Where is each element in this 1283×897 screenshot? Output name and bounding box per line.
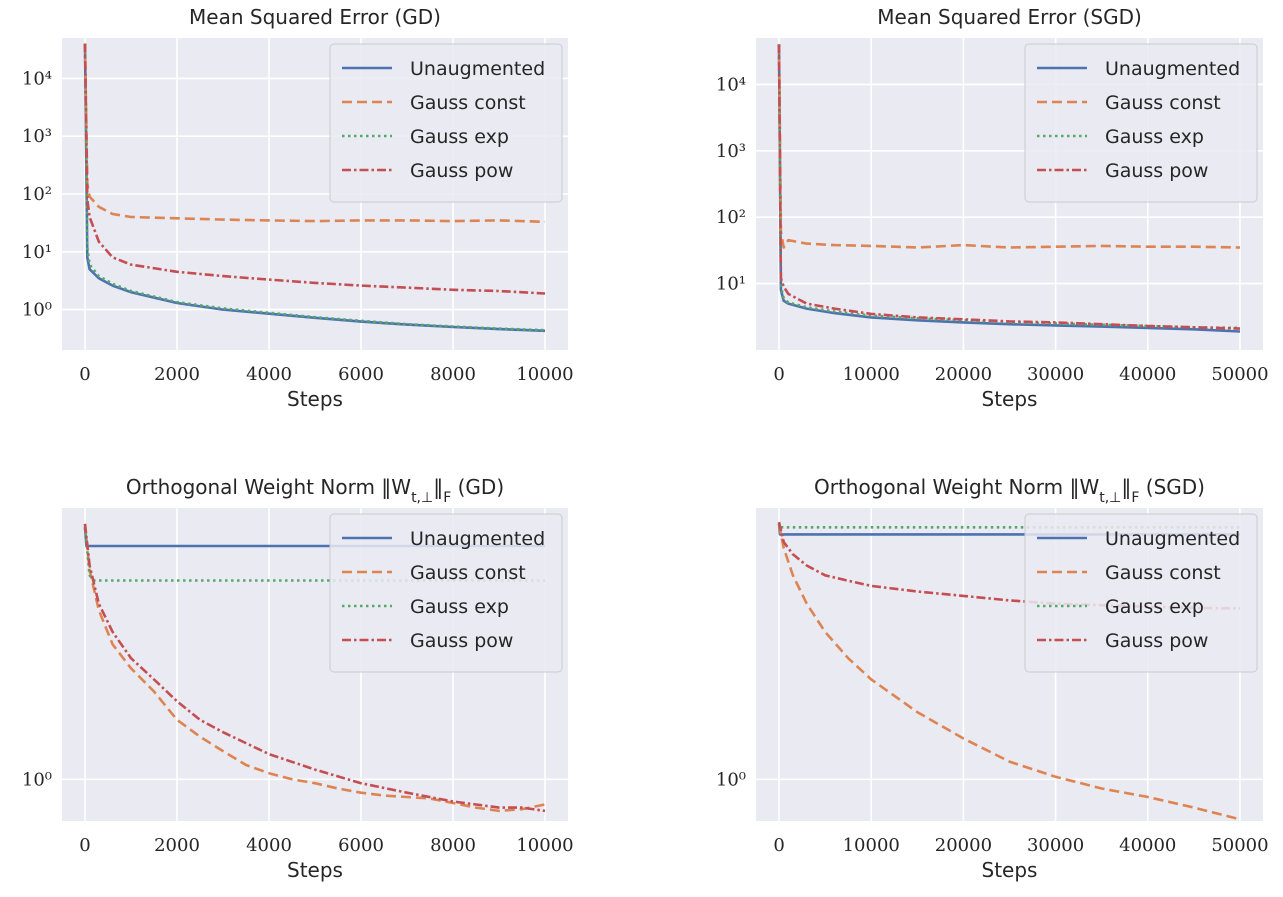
legend-label: Gauss exp (1105, 596, 1204, 618)
legend-label: Gauss pow (1105, 630, 1208, 652)
chart-title: Mean Squared Error (GD) (189, 5, 441, 29)
x-tick-label: 20000 (935, 835, 992, 856)
series-line-gauss-pow (777, 44, 1241, 330)
x-tick-label: 4000 (246, 364, 292, 385)
legend-label: Gauss const (410, 562, 526, 584)
legend-label: Unaugmented (410, 58, 545, 80)
x-tick-label: 40000 (1119, 364, 1176, 385)
x-tick-label: 4000 (246, 835, 292, 856)
series-line-unaugmented (777, 44, 1241, 333)
x-tick-label: 30000 (1027, 364, 1084, 385)
x-tick-label: 8000 (430, 835, 476, 856)
x-tick-label: 6000 (338, 835, 384, 856)
y-tick-label: 10⁴ (22, 68, 52, 89)
x-tick-label: 6000 (338, 364, 384, 385)
legend-label: Gauss pow (410, 160, 513, 182)
legend-box (1024, 43, 1258, 203)
legend-label: Gauss const (410, 92, 526, 114)
y-tick-label: 10² (716, 207, 746, 228)
x-axis-label: Steps (287, 858, 343, 882)
chart-0: 0 2000 4000 6000 8000 10000 10⁰ 10¹ 10² 10³ 10⁴ Mea… (22, 5, 574, 411)
legend-box (329, 513, 563, 673)
x-tick-label: 10000 (843, 835, 900, 856)
series-group (83, 43, 546, 333)
y-tick-label: 10³ (716, 141, 746, 162)
x-tick-label: 0 (79, 364, 90, 385)
series-line-unaugmented (83, 43, 546, 333)
series-group (777, 44, 1241, 333)
legend-label: Gauss pow (1105, 160, 1208, 182)
y-tick-label: 10⁴ (716, 74, 746, 95)
x-tick-label: 50000 (1211, 835, 1268, 856)
x-tick-label: 40000 (1119, 835, 1176, 856)
y-tick-label: 10⁰ (716, 769, 746, 790)
legend-label: Gauss const (1105, 92, 1221, 114)
legend-label: Unaugmented (1105, 58, 1240, 80)
series-line-gauss-const (83, 43, 546, 224)
x-tick-label: 50000 (1211, 364, 1268, 385)
x-tick-label: 10000 (516, 835, 573, 856)
x-tick-label: 0 (773, 835, 784, 856)
chart-2: 0 2000 4000 6000 8000 10000 10⁰ Orthogonal Weig… (22, 475, 574, 882)
y-tick-label: 10⁰ (22, 769, 52, 790)
y-tick-label: 10¹ (22, 242, 52, 263)
legend-label: Gauss exp (1105, 126, 1204, 148)
chart-title: Orthogonal Weight Norm ‖Wt,⊥‖F (GD) (126, 475, 504, 506)
series-line-gauss-pow (83, 523, 546, 813)
series-line-gauss-pow (83, 43, 546, 295)
series-line-gauss-exp (777, 44, 1241, 330)
y-tick-label: 10¹ (716, 274, 746, 295)
legend-label: Gauss exp (410, 126, 509, 148)
x-axis-label: Steps (287, 387, 343, 411)
series-line-gauss-pow (777, 521, 1241, 610)
y-tick-label: 10⁰ (22, 300, 52, 321)
legend-box (329, 43, 563, 203)
x-tick-label: 0 (773, 364, 784, 385)
x-axis-label: Steps (982, 858, 1038, 882)
x-tick-label: 20000 (935, 364, 992, 385)
chart-title: Orthogonal Weight Norm ‖Wt,⊥‖F (SGD) (814, 475, 1205, 506)
series-line-gauss-const (777, 523, 1241, 821)
legend-box (1024, 513, 1258, 673)
legend-label: Unaugmented (1105, 528, 1240, 550)
legend-label: Gauss exp (410, 596, 509, 618)
series-line-gauss-const (83, 523, 546, 813)
chart-title: Mean Squared Error (SGD) (877, 5, 1142, 29)
legend-label: Gauss pow (410, 630, 513, 652)
x-tick-label: 0 (79, 835, 90, 856)
x-tick-label: 2000 (154, 835, 200, 856)
series-line-gauss-exp (83, 527, 545, 582)
x-tick-label: 8000 (430, 364, 476, 385)
legend-label: Unaugmented (410, 528, 545, 550)
chart-3: 0 10000 20000 30000 40000 50000 10⁰ Orthogonal … (716, 475, 1269, 882)
x-tick-label: 2000 (154, 364, 200, 385)
chart-1: 0 10000 20000 30000 40000 50000 10¹ 10² 10³ 10⁴ Me… (716, 5, 1269, 411)
x-tick-label: 10000 (843, 364, 900, 385)
x-tick-label: 10000 (516, 364, 573, 385)
legend-label: Gauss const (1105, 562, 1221, 584)
x-tick-label: 30000 (1027, 835, 1084, 856)
y-tick-label: 10³ (22, 126, 52, 147)
x-axis-label: Steps (982, 387, 1038, 411)
series-line-gauss-const (777, 44, 1241, 249)
y-tick-label: 10² (22, 184, 52, 205)
